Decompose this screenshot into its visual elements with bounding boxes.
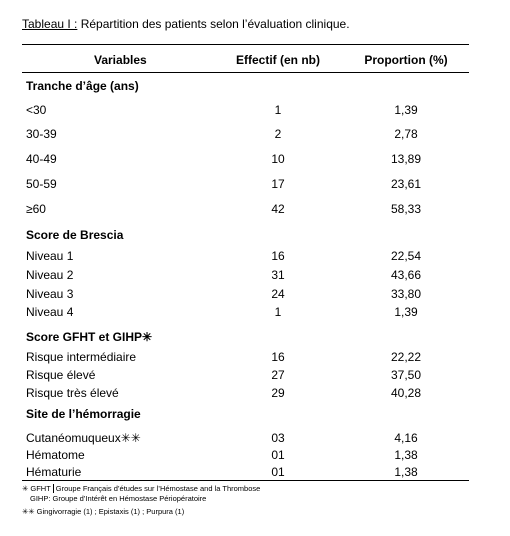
row-label: Niveau 1 — [26, 249, 74, 263]
row-count: 17 — [271, 177, 285, 191]
row-count: 31 — [271, 268, 285, 282]
row-label: ≥60 — [26, 202, 46, 216]
row-proportion: 33,80 — [390, 287, 422, 301]
row-count: 03 — [271, 431, 285, 445]
row-count: 27 — [271, 368, 285, 382]
row-proportion: 1,38 — [394, 465, 418, 479]
section-title: Tranche d’âge (ans) — [26, 79, 139, 93]
row-proportion: 43,66 — [390, 268, 422, 282]
row-count: 16 — [271, 249, 285, 263]
row-proportion: 40,28 — [390, 386, 422, 400]
table-caption: Tableau I : Répartition des patients sel… — [22, 17, 350, 31]
row-label: Hématurie — [26, 465, 82, 479]
row-count: 01 — [271, 465, 285, 479]
row-count: 2 — [274, 127, 282, 141]
row-label: Niveau 3 — [26, 287, 74, 301]
footnote-site: ✳✳ Gingivorragie (1) ; Epistaxis (1) ; P… — [22, 507, 185, 516]
row-label: Risque élevé — [26, 368, 96, 382]
row-proportion: 58,33 — [390, 202, 422, 216]
row-count: 01 — [271, 448, 285, 462]
row-count: 42 — [271, 202, 285, 216]
bottom-rule — [22, 480, 469, 481]
row-label: Cutanéomuqueux✳✳ — [26, 431, 141, 445]
row-label: Niveau 4 — [26, 305, 74, 319]
row-proportion: 1,39 — [394, 103, 418, 117]
header-variables: Variables — [94, 53, 147, 67]
row-label: Hématome — [26, 448, 85, 462]
footnote-gfht: ✳ GFHT Groupe Français d’études sur l’Hé… — [22, 484, 261, 493]
row-proportion: 37,50 — [390, 368, 422, 382]
section-title: Score GFHT et GIHP✳ — [26, 330, 153, 344]
row-proportion: 23,61 — [390, 177, 422, 191]
header-rule — [22, 72, 469, 73]
row-label: 50-59 — [26, 177, 57, 191]
row-label: 30-39 — [26, 127, 57, 141]
row-label: <30 — [26, 103, 47, 117]
row-count: 29 — [271, 386, 285, 400]
row-label: Risque très élevé — [26, 386, 119, 400]
row-proportion: 22,22 — [390, 350, 422, 364]
caption-text: Répartition des patients selon l’évaluat… — [77, 17, 350, 31]
caption-label: Tableau I : — [22, 17, 78, 31]
header-effectif: Effectif (en nb) — [236, 53, 320, 67]
row-proportion: 2,78 — [394, 127, 418, 141]
section-title: Score de Brescia — [26, 228, 124, 242]
header-proportion: Proportion (%) — [364, 53, 448, 67]
row-count: 1 — [274, 305, 282, 319]
row-proportion: 1,39 — [394, 305, 418, 319]
row-proportion: 22,54 — [390, 249, 422, 263]
footnote-gfht-mark: ✳ GFHT — [22, 484, 51, 493]
row-label: Niveau 2 — [26, 268, 74, 282]
top-rule — [22, 44, 469, 45]
section-title: Site de l’hémorragie — [26, 407, 141, 421]
row-proportion: 13,89 — [390, 152, 422, 166]
row-proportion: 4,16 — [394, 431, 418, 445]
row-count: 10 — [271, 152, 285, 166]
row-label: 40-49 — [26, 152, 57, 166]
footnote-gihp: GIHP: Groupe d’Intérêt en Hémostase Péri… — [30, 494, 207, 503]
footnote-gfht-text: Groupe Français d’études sur l’Hémostase… — [52, 484, 261, 493]
row-count: 24 — [271, 287, 285, 301]
row-label: Risque intermédiaire — [26, 350, 137, 364]
row-count: 1 — [274, 103, 282, 117]
row-count: 16 — [271, 350, 285, 364]
row-proportion: 1,38 — [394, 448, 418, 462]
